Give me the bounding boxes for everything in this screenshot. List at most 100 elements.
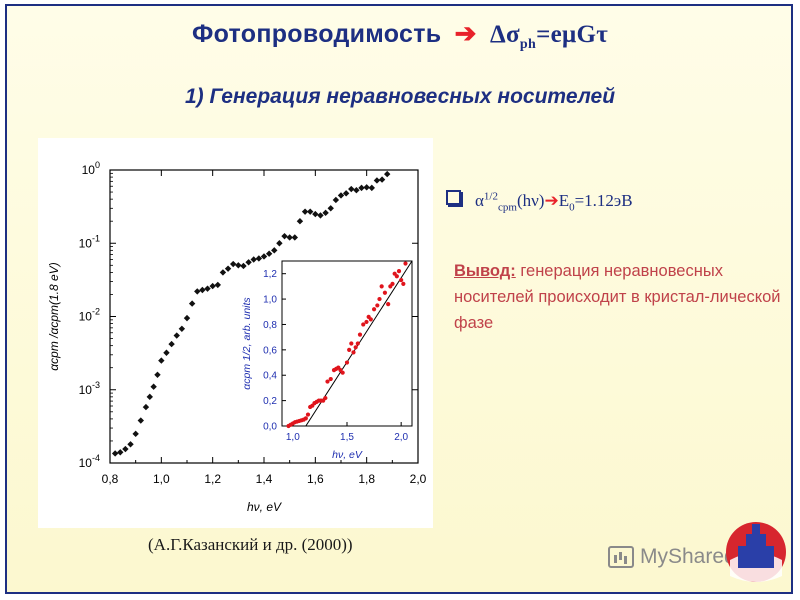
inset-x-axis-label: hν, eV <box>332 449 363 461</box>
main-data-point <box>353 186 360 194</box>
main-data-point <box>260 253 268 260</box>
inset-data-point <box>303 416 308 421</box>
bullet-value: =1.12эВ <box>574 191 633 210</box>
citation: (А.Г.Казанский и др. (2000)) <box>148 535 353 554</box>
main-data-point <box>209 282 216 290</box>
page-title: Фотопроводимость ➔ Δσph=eμGτ <box>0 18 800 53</box>
inset-data-point <box>344 360 350 365</box>
main-x-tick-label: 1,4 <box>256 472 273 486</box>
main-data-point <box>332 196 340 204</box>
inset-data-point <box>361 322 366 327</box>
inset-data-point <box>323 395 328 401</box>
main-data-point <box>368 184 375 192</box>
inset-y-tick-label: 0,4 <box>263 371 277 382</box>
title-formula-suffix: =eμGτ <box>536 21 609 48</box>
main-data-point <box>183 314 191 322</box>
main-x-tick-label: 1,2 <box>204 472 221 486</box>
main-chart: 0,8 1,0 1,2 1,4 1,6 1,8 2,0 100 10-1 10-2 10-3 10-4… <box>47 160 427 514</box>
logo-text: MyShared <box>640 545 736 568</box>
inset-data-point <box>349 341 354 346</box>
main-data-point <box>301 208 309 215</box>
main-data-point <box>291 234 298 241</box>
inset-data-point <box>382 290 388 295</box>
inset-data-point <box>390 281 395 286</box>
bullet-alpha: α <box>475 191 484 210</box>
main-x-tick-label: 1,6 <box>307 472 324 486</box>
inset-data-point <box>305 412 311 417</box>
inset-y-tick-label: 1,2 <box>263 269 277 280</box>
main-data-point <box>194 288 201 295</box>
main-data-point <box>358 184 365 192</box>
main-data-point <box>348 185 355 193</box>
title-formula-sub: ph <box>519 37 537 52</box>
main-y-tick-label: 10-2 <box>79 307 100 324</box>
main-data-point <box>327 205 334 212</box>
main-data-point <box>363 184 370 191</box>
inset-data-point <box>394 274 399 279</box>
inset-y-tick-label: 0,2 <box>263 396 277 407</box>
main-data-point <box>271 247 278 254</box>
conclusion-text: генерация неравновесных носителей происх… <box>454 262 781 332</box>
bullet-arrow-icon: ➔ <box>544 191 559 210</box>
bullet-e0: E <box>558 191 570 210</box>
main-data-point <box>384 170 391 178</box>
main-data-point <box>378 176 386 183</box>
main-data-point <box>373 177 381 184</box>
main-data-point <box>265 250 273 257</box>
inset-y-tick-label: 0,8 <box>263 320 277 331</box>
inset-series <box>286 261 408 429</box>
right-arrow-icon: ➔ <box>454 18 477 48</box>
main-data-point <box>240 262 247 270</box>
main-data-point <box>168 340 175 348</box>
main-data-point <box>342 190 350 197</box>
main-data-point <box>199 286 206 294</box>
main-x-tick-label: 0,8 <box>102 472 119 486</box>
main-data-point <box>154 371 161 378</box>
main-y-tick-label: 10-1 <box>79 233 100 250</box>
main-data-point <box>188 300 196 307</box>
main-y-tick-label: 10-3 <box>79 380 100 397</box>
main-data-point <box>307 208 314 215</box>
main-data-point <box>317 212 324 219</box>
main-data-point <box>286 234 293 241</box>
inset-data-point <box>364 319 369 325</box>
inset-y-tick-label: 0,0 <box>263 422 277 433</box>
main-data-point <box>250 256 257 263</box>
inset-data-point <box>399 277 404 283</box>
main-data-point <box>111 450 119 457</box>
subtitle: 1) Генерация неравновесных носителей <box>184 85 616 108</box>
presentation-icon <box>608 546 634 568</box>
main-x-tick-label: 2,0 <box>410 472 427 486</box>
main-y-tick-label: 10-4 <box>79 453 100 470</box>
main-data-point <box>312 210 319 218</box>
inset-y-tick-label: 1,0 <box>263 295 277 306</box>
conclusion-lead: Вывод: <box>454 262 516 280</box>
main-data-point <box>235 262 242 269</box>
main-data-point <box>337 192 345 199</box>
title-text: Фотопроводимость <box>191 20 442 48</box>
main-data-point <box>132 430 139 438</box>
inset-data-point <box>379 284 384 289</box>
inset-data-point <box>396 269 402 274</box>
inset-data-point <box>371 307 377 312</box>
main-data-point <box>276 240 283 247</box>
inset-y-axis-label: αcpm 1/2, arb. units <box>241 297 253 390</box>
main-data-point <box>322 209 329 217</box>
main-data-point <box>230 260 237 268</box>
main-data-point <box>204 285 211 292</box>
inset-data-point <box>403 261 408 266</box>
chart-panel: 0,8 1,0 1,2 1,4 1,6 1,8 2,0 100 10-1 10-2 10-3 10-4… <box>38 138 433 528</box>
main-data-point <box>117 449 124 456</box>
main-series <box>111 170 391 457</box>
main-data-point <box>127 441 134 448</box>
inset-data-point <box>325 379 330 384</box>
main-data-point <box>245 259 252 266</box>
main-data-point <box>281 232 288 240</box>
bullet-sub: cpm <box>497 201 517 214</box>
main-data-point <box>219 269 227 276</box>
main-data-point <box>173 332 180 339</box>
checkbox-bullet-icon <box>446 190 461 205</box>
main-data-point <box>296 217 304 225</box>
main-data-point <box>178 325 186 332</box>
inset-data-point <box>401 281 406 286</box>
